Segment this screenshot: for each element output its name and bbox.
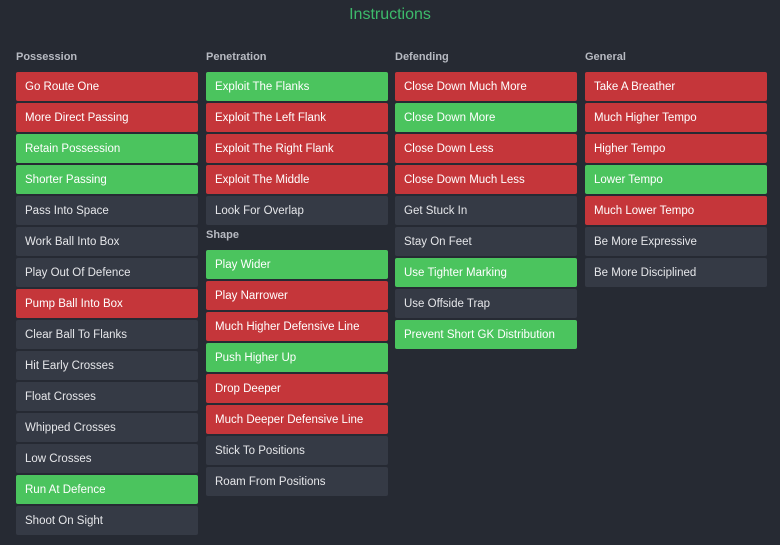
instruction-button[interactable]: Exploit The Left Flank <box>206 103 388 132</box>
instruction-button[interactable]: Whipped Crosses <box>16 413 198 442</box>
instruction-button[interactable]: Work Ball Into Box <box>16 227 198 256</box>
instruction-button[interactable]: Much Higher Defensive Line <box>206 312 388 341</box>
instruction-button[interactable]: Pass Into Space <box>16 196 198 225</box>
instruction-button[interactable]: Much Lower Tempo <box>585 196 767 225</box>
instruction-button[interactable]: Close Down Much Less <box>395 165 577 194</box>
instruction-button[interactable]: Close Down More <box>395 103 577 132</box>
page-title: Instructions <box>349 6 431 23</box>
instruction-button[interactable]: Run At Defence <box>16 475 198 504</box>
instruction-button[interactable]: Look For Overlap <box>206 196 388 225</box>
instruction-button[interactable]: Higher Tempo <box>585 134 767 163</box>
penetration-heading: Penetration <box>206 51 267 63</box>
instruction-button[interactable]: Shorter Passing <box>16 165 198 194</box>
instruction-button[interactable]: Much Higher Tempo <box>585 103 767 132</box>
instruction-button[interactable]: Stay On Feet <box>395 227 577 256</box>
instruction-button[interactable]: Close Down Less <box>395 134 577 163</box>
instruction-button[interactable]: Close Down Much More <box>395 72 577 101</box>
penetration-list: Exploit The Flanks Exploit The Left Flank… <box>206 72 388 225</box>
instruction-button[interactable]: Exploit The Right Flank <box>206 134 388 163</box>
instruction-button[interactable]: Go Route One <box>16 72 198 101</box>
penetration-column: Penetration Exploit The Flanks Exploit Th… <box>206 51 388 498</box>
shape-heading: Shape <box>206 229 240 241</box>
instruction-button[interactable]: Exploit The Flanks <box>206 72 388 101</box>
instruction-button[interactable]: Float Crosses <box>16 382 198 411</box>
instruction-button[interactable]: Take A Breather <box>585 72 767 101</box>
instruction-button[interactable]: More Direct Passing <box>16 103 198 132</box>
shape-list: Play Wider Play Narrower Much Higher Defen… <box>206 250 388 496</box>
possession-list: Go Route One More Direct Passing Retain Po… <box>16 72 198 535</box>
instruction-button[interactable]: Play Narrower <box>206 281 388 310</box>
instruction-button[interactable]: Get Stuck In <box>395 196 577 225</box>
instruction-button[interactable]: Pump Ball Into Box <box>16 289 198 318</box>
general-list: Take A Breather Much Higher Tempo Higher T… <box>585 72 767 287</box>
instruction-button[interactable]: Stick To Positions <box>206 436 388 465</box>
instruction-button[interactable]: Low Crosses <box>16 444 198 473</box>
instruction-button[interactable]: Use Offside Trap <box>395 289 577 318</box>
instruction-button[interactable]: Be More Expressive <box>585 227 767 256</box>
defending-heading: Defending <box>395 51 449 63</box>
possession-column: Possession Go Route One More Direct Passi… <box>16 51 198 537</box>
instruction-button[interactable]: Lower Tempo <box>585 165 767 194</box>
instruction-button[interactable]: Hit Early Crosses <box>16 351 198 380</box>
instruction-button[interactable]: Much Deeper Defensive Line <box>206 405 388 434</box>
instruction-button[interactable]: Retain Possession <box>16 134 198 163</box>
instruction-button[interactable]: Play Wider <box>206 250 388 279</box>
instruction-button[interactable]: Prevent Short GK Distribution <box>395 320 577 349</box>
general-column: General Take A Breather Much Higher Tempo… <box>585 51 767 289</box>
instruction-button[interactable]: Shoot On Sight <box>16 506 198 535</box>
instruction-button[interactable]: Push Higher Up <box>206 343 388 372</box>
possession-heading: Possession <box>16 51 78 63</box>
instruction-button[interactable]: Clear Ball To Flanks <box>16 320 198 349</box>
instruction-button[interactable]: Roam From Positions <box>206 467 388 496</box>
instruction-button[interactable]: Use Tighter Marking <box>395 258 577 287</box>
instruction-button[interactable]: Be More Disciplined <box>585 258 767 287</box>
instruction-button[interactable]: Play Out Of Defence <box>16 258 198 287</box>
defending-column: Defending Close Down Much More Close Down… <box>395 51 577 351</box>
instruction-button[interactable]: Drop Deeper <box>206 374 388 403</box>
instruction-button[interactable]: Exploit The Middle <box>206 165 388 194</box>
defending-list: Close Down Much More Close Down More Close… <box>395 72 577 349</box>
general-heading: General <box>585 51 626 63</box>
